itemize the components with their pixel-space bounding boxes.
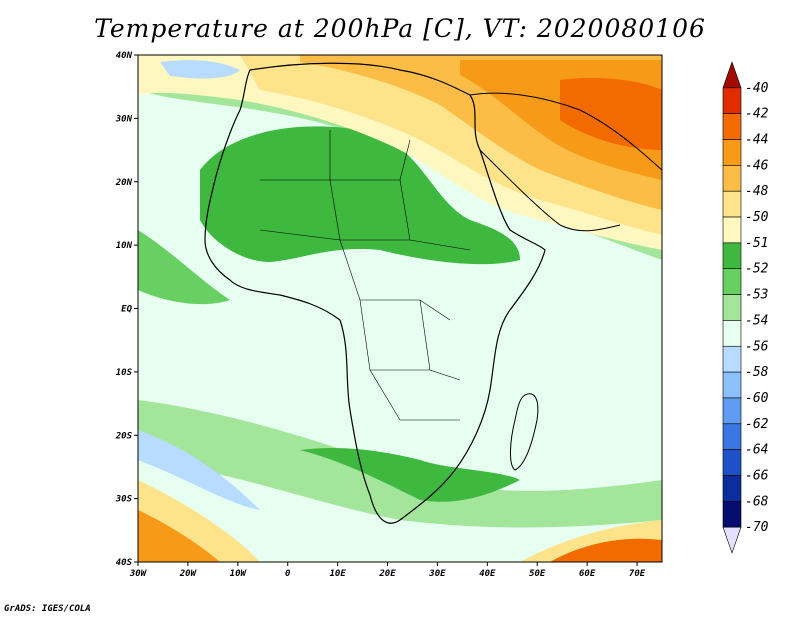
colorbar-label: -58 xyxy=(745,365,769,380)
colorbar-label: -48 xyxy=(745,184,769,199)
colorbar-label: -68 xyxy=(745,494,769,509)
lat-label: 20S xyxy=(115,431,133,441)
colorbar-swatch xyxy=(722,371,742,399)
arabia-coast xyxy=(469,92,663,232)
grads-credit: GrADS: IGES/COLA xyxy=(4,604,91,614)
colorbar-swatch xyxy=(722,423,742,450)
lon-label: 70E xyxy=(629,569,646,579)
lon-label: 30E xyxy=(428,569,446,579)
lon-label: 60E xyxy=(579,569,596,579)
colorbar-label: -53 xyxy=(745,288,768,303)
lat-label: 40S xyxy=(116,558,133,568)
colorbar-label: -50 xyxy=(745,210,769,225)
colorbar-swatch xyxy=(722,397,742,425)
colorbar-label: -40 xyxy=(745,81,769,96)
colorbar-swatch xyxy=(722,87,742,114)
colorbar-swatch xyxy=(722,320,742,347)
colorbar-label: -56 xyxy=(745,339,769,354)
colorbar-label: -52 xyxy=(745,262,769,277)
coastline xyxy=(204,62,546,524)
colorbar-label: -64 xyxy=(745,443,768,458)
colorbar-swatch xyxy=(722,294,742,321)
lon-label: 50E xyxy=(529,569,546,579)
colorbar-swatch xyxy=(722,449,742,476)
lat-label: EQ xyxy=(121,305,132,315)
colorbar-swatch xyxy=(722,190,742,218)
lon-label: 10E xyxy=(329,569,346,579)
lat-label: 20N xyxy=(115,178,133,188)
colorbar-label: -44 xyxy=(745,133,768,148)
colorbar: -40 -42 -44 -46 -48 -50 -51 -52 -53 -54 -56 -58 -60 -… xyxy=(722,61,769,554)
colorbar-label: -66 xyxy=(745,468,769,483)
lon-label: 20W xyxy=(179,569,198,579)
colorbar-swatch xyxy=(722,165,742,192)
colorbar-swatch xyxy=(722,139,742,166)
colorbar-swatch xyxy=(722,242,742,270)
map-title: Temperature at 200hPa [C], VT: 202008010… xyxy=(94,14,706,43)
colorbar-swatch xyxy=(722,268,742,295)
lat-label: 10N xyxy=(116,241,133,251)
colorbar-label: -62 xyxy=(745,417,769,432)
colorbar-label: -42 xyxy=(745,107,769,122)
colorbar-swatch xyxy=(722,501,742,528)
colorbar-swatch xyxy=(722,526,742,554)
lat-label: 10S xyxy=(116,368,133,378)
colorbar-label: -70 xyxy=(745,520,769,535)
colorbar-label: -54 xyxy=(745,313,768,328)
colorbar-swatch xyxy=(722,61,742,89)
madagascar xyxy=(510,393,539,471)
colorbar-label: -46 xyxy=(745,158,769,173)
lon-label: 40E xyxy=(479,569,496,579)
lat-label: 30N xyxy=(115,114,133,124)
colorbar-label: -60 xyxy=(745,391,769,406)
lat-label: 30S xyxy=(115,495,133,505)
lat-label: 40N xyxy=(116,51,133,61)
colorbar-label: -51 xyxy=(745,236,768,251)
colorbar-swatch xyxy=(722,113,742,140)
colorbar-swatch xyxy=(722,475,742,502)
temperature-field xyxy=(138,55,662,562)
lon-label: 10W xyxy=(230,569,248,579)
lon-label: 30W xyxy=(129,569,148,579)
colorbar-swatch xyxy=(722,216,742,244)
lon-label: 20E xyxy=(378,569,396,579)
colorbar-swatch xyxy=(722,345,742,373)
lon-label: 0 xyxy=(285,569,291,579)
country-borders xyxy=(259,130,471,421)
